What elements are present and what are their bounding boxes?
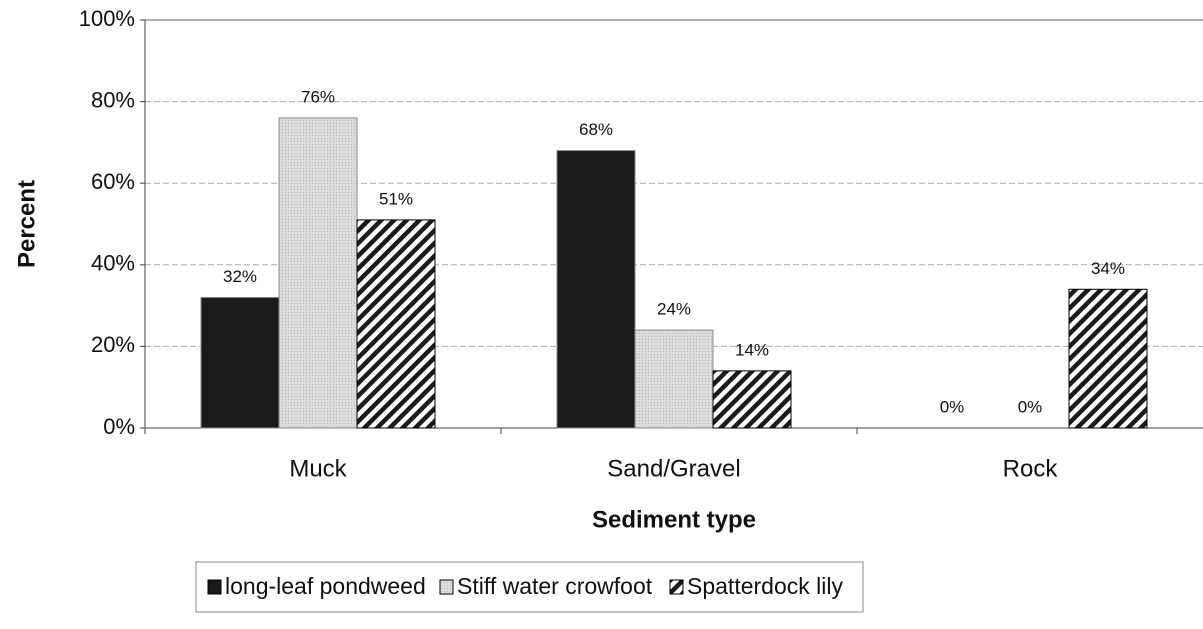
bar xyxy=(634,329,714,429)
bar xyxy=(278,117,358,429)
value-label: 14% xyxy=(735,340,769,359)
value-label: 32% xyxy=(223,267,257,286)
value-label: 0% xyxy=(940,397,965,416)
y-tick-label: 0% xyxy=(103,414,135,439)
value-label: 51% xyxy=(379,189,413,208)
legend-label: Stiff water crowfoot xyxy=(457,573,653,599)
value-label: 0% xyxy=(1018,397,1043,416)
y-tick-label: 40% xyxy=(91,251,135,276)
x-tick-label: Rock xyxy=(1003,455,1059,482)
y-axis-label: Percent xyxy=(13,180,40,268)
legend-box xyxy=(195,561,864,613)
x-tick-label: Muck xyxy=(289,455,347,482)
bar xyxy=(200,296,280,429)
x-axis-label: Sediment type xyxy=(592,506,756,533)
y-tick-label: 80% xyxy=(91,87,135,112)
value-label: 34% xyxy=(1091,259,1125,278)
y-tick-label: 20% xyxy=(91,332,135,357)
legend-swatch xyxy=(669,579,684,595)
bar xyxy=(556,150,636,429)
x-tick-label: Sand/Gravel xyxy=(607,455,740,482)
value-label: 68% xyxy=(579,120,613,139)
y-tick-label: 60% xyxy=(91,169,135,194)
bar xyxy=(712,370,792,429)
legend-label: long-leaf pondweed xyxy=(225,573,426,599)
value-label: 76% xyxy=(301,87,335,106)
legend-swatch xyxy=(207,579,222,595)
legend-label: Spatterdock lily xyxy=(687,573,843,599)
bar xyxy=(1068,288,1148,429)
y-tick-label: 100% xyxy=(79,6,135,31)
value-label: 24% xyxy=(657,300,691,319)
legend-swatch xyxy=(439,579,454,595)
bar xyxy=(356,219,436,429)
